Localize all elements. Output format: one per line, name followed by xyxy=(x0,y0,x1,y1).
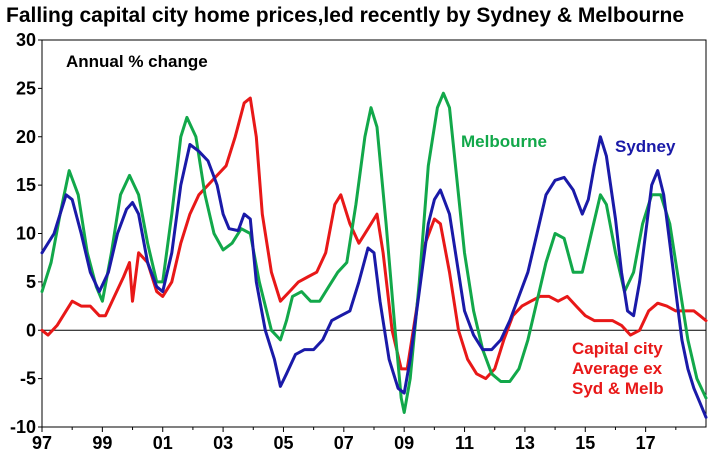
series-label: Average ex xyxy=(572,359,663,378)
series-label: Syd & Melb xyxy=(572,379,664,398)
y-tick-label: -10 xyxy=(10,417,36,437)
series-line-melbourne xyxy=(40,91,708,414)
y-tick-label: 10 xyxy=(16,224,36,244)
y-tick-label: -5 xyxy=(20,369,36,389)
x-tick-label: 03 xyxy=(213,433,233,453)
y-axis-label: Annual % change xyxy=(66,52,208,71)
series-line-capital-city-average-ex-syd-melb xyxy=(40,96,708,381)
y-tick-label: 0 xyxy=(26,320,36,340)
x-tick-label: 99 xyxy=(92,433,112,453)
x-tick-label: 17 xyxy=(636,433,656,453)
y-tick-label: 15 xyxy=(16,175,36,195)
y-tick-label: 5 xyxy=(26,272,36,292)
x-tick-label: 15 xyxy=(575,433,595,453)
x-tick-label: 97 xyxy=(32,433,52,453)
chart-title: Falling capital city home prices,led rec… xyxy=(6,4,684,27)
y-tick-label: 25 xyxy=(16,78,36,98)
y-tick-label: 20 xyxy=(16,127,36,147)
x-tick-label: 11 xyxy=(455,433,474,453)
series-label: Sydney xyxy=(615,137,676,156)
series-label: Melbourne xyxy=(461,132,547,151)
x-tick-label: 05 xyxy=(273,433,293,453)
x-tick-label: 01 xyxy=(153,433,173,453)
x-tick-label: 09 xyxy=(394,433,414,453)
y-tick-label: 30 xyxy=(16,30,36,50)
x-tick-label: 13 xyxy=(515,433,535,453)
series-label: Capital city xyxy=(572,339,663,358)
x-tick-label: 07 xyxy=(334,433,354,453)
series-line-sydney xyxy=(40,135,708,419)
